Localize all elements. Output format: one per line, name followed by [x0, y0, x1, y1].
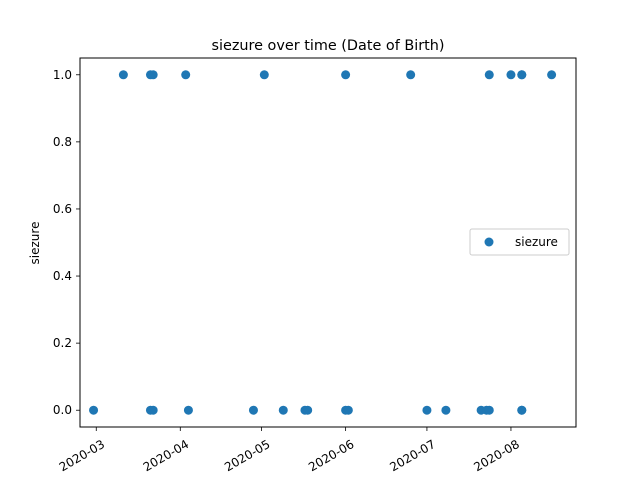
- data-point: [148, 70, 158, 80]
- x-tick-label: 2020-04: [141, 437, 191, 474]
- points-layer: [89, 70, 557, 415]
- legend: siezure: [469, 228, 570, 256]
- plot-frame: [79, 57, 577, 428]
- data-point: [118, 70, 128, 80]
- data-point: [341, 70, 351, 80]
- y-tick-label: 1.0: [53, 68, 72, 82]
- data-point: [547, 70, 557, 80]
- data-point: [183, 405, 193, 415]
- x-tick-label: 2020-07: [387, 437, 437, 474]
- data-point: [181, 70, 191, 80]
- y-tick-label: 0.2: [53, 336, 72, 350]
- data-point: [148, 405, 158, 415]
- data-point: [484, 405, 494, 415]
- data-point: [422, 405, 432, 415]
- x-tick-label: 2020-03: [57, 437, 107, 474]
- legend-label: siezure: [515, 235, 558, 249]
- data-point: [406, 70, 416, 80]
- data-point: [303, 405, 313, 415]
- y-axis-label: siezure: [28, 222, 42, 265]
- data-point: [517, 405, 527, 415]
- data-point: [259, 70, 269, 80]
- legend-box: [469, 228, 570, 256]
- x-tick-label: 2020-05: [222, 437, 272, 474]
- chart-title: siezure over time (Date of Birth): [212, 38, 445, 54]
- y-tick-label: 0.6: [53, 202, 72, 216]
- y-tick-label: 0.8: [53, 135, 72, 149]
- data-point: [248, 405, 258, 415]
- data-point: [484, 70, 494, 80]
- y-tick-label: 0.4: [53, 269, 72, 283]
- data-point: [343, 405, 353, 415]
- data-point: [441, 405, 451, 415]
- y-tick-label: 0.0: [53, 403, 72, 417]
- x-tick-label: 2020-08: [471, 437, 521, 474]
- x-tick-label: 2020-06: [306, 437, 356, 474]
- data-point: [278, 405, 288, 415]
- data-point: [517, 70, 527, 80]
- legend-marker: [484, 237, 494, 247]
- ticks-layer: 2020-03 2020-04 2020-05 2020-06 2020-07 2020-…: [53, 68, 522, 475]
- data-point: [506, 70, 516, 80]
- data-point: [89, 405, 99, 415]
